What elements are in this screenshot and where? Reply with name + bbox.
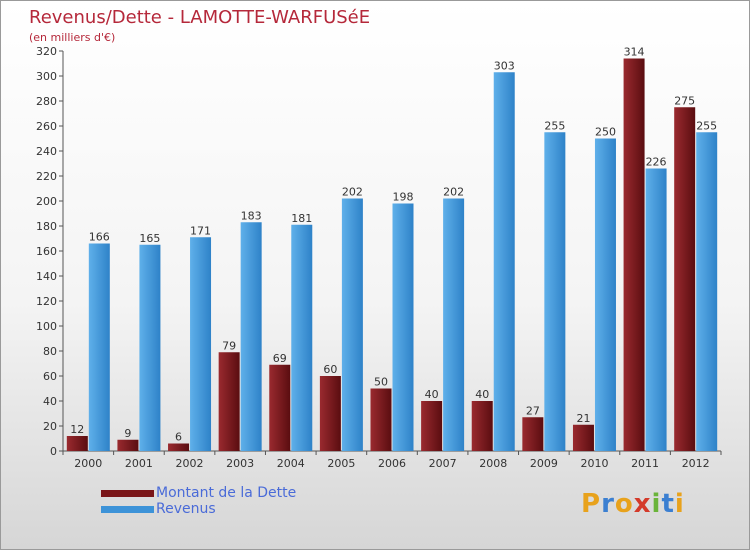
revenus-bar [493, 72, 515, 451]
revenus-bar [594, 138, 616, 451]
dette-value-label: 79 [222, 339, 236, 352]
x-tick-label: 2012 [682, 457, 710, 470]
y-tick-label: 120 [36, 295, 57, 308]
dette-value-label: 21 [576, 412, 590, 425]
revenus-value-label: 166 [89, 231, 110, 244]
legend-swatch-revenus [101, 506, 154, 513]
revenus-bar [139, 244, 161, 451]
dette-bar [319, 376, 341, 451]
dette-bar [471, 401, 493, 451]
revenus-value-label: 226 [646, 156, 667, 169]
x-tick-label: 2001 [125, 457, 153, 470]
dette-value-label: 40 [425, 388, 439, 401]
x-tick-label: 2010 [580, 457, 608, 470]
logo-letter: i [651, 489, 662, 519]
dette-value-label: 60 [323, 363, 337, 376]
y-tick-label: 320 [36, 45, 57, 58]
y-tick-label: 60 [43, 370, 57, 383]
x-tick-label: 2000 [74, 457, 102, 470]
dette-value-label: 314 [624, 46, 645, 59]
revenus-bar [544, 132, 566, 451]
legend-label-revenus: Revenus [156, 501, 216, 517]
revenus-value-label: 250 [595, 126, 616, 139]
x-tick-label: 2011 [631, 457, 659, 470]
chart-subtitle: (en milliers d'€) [29, 31, 116, 44]
logo-letter: t [661, 489, 675, 519]
dette-bar [218, 352, 240, 451]
revenus-value-label: 202 [443, 186, 464, 199]
revenus-bar [240, 222, 262, 451]
x-tick-label: 2007 [429, 457, 457, 470]
dette-value-label: 275 [674, 94, 695, 107]
revenus-value-label: 255 [696, 119, 717, 132]
dette-value-label: 27 [526, 404, 540, 417]
revenus-value-label: 255 [544, 119, 565, 132]
dette-bar [522, 417, 544, 451]
revenus-bar [190, 237, 212, 451]
dette-bar [421, 401, 443, 451]
revenus-bar [291, 224, 313, 451]
dette-bar [117, 439, 139, 451]
x-tick-label: 2003 [226, 457, 254, 470]
dette-value-label: 12 [70, 423, 84, 436]
dette-value-label: 9 [124, 427, 131, 440]
revenus-bar [341, 198, 363, 451]
y-tick-label: 20 [43, 420, 57, 433]
x-tick-label: 2006 [378, 457, 406, 470]
y-tick-label: 140 [36, 270, 57, 283]
dette-bar [66, 436, 88, 451]
dette-value-label: 40 [475, 388, 489, 401]
dette-bar [370, 388, 392, 451]
y-tick-label: 160 [36, 245, 57, 258]
logo-letter: r [601, 489, 615, 519]
y-tick-label: 180 [36, 220, 57, 233]
dette-bar [168, 443, 190, 451]
y-tick-label: 0 [50, 445, 57, 458]
logo-letter: i [674, 489, 685, 519]
dette-bar [269, 364, 291, 451]
revenus-value-label: 183 [241, 209, 262, 222]
y-tick-label: 200 [36, 195, 57, 208]
logo-letter: o [614, 489, 634, 519]
dette-value-label: 50 [374, 376, 388, 389]
proxiti-logo: Proxiti [581, 489, 685, 519]
logo-letter: P [581, 489, 602, 519]
y-tick-label: 220 [36, 170, 57, 183]
x-tick-label: 2002 [176, 457, 204, 470]
dette-value-label: 69 [273, 352, 287, 365]
chart-title: Revenus/Dette - LAMOTTE-WARFUSéE [29, 7, 371, 28]
dette-bar [572, 424, 594, 451]
revenus-value-label: 303 [494, 59, 515, 72]
x-tick-label: 2009 [530, 457, 558, 470]
y-tick-label: 40 [43, 395, 57, 408]
x-tick-label: 2008 [479, 457, 507, 470]
revenus-bar [696, 132, 718, 451]
dette-value-label: 6 [175, 431, 182, 444]
revenus-bar [88, 243, 110, 451]
y-tick-label: 80 [43, 345, 57, 358]
revenus-bar [392, 203, 414, 451]
revenus-bar [443, 198, 465, 451]
legend-label-dette: Montant de la Dette [156, 485, 297, 501]
dette-bar [623, 58, 645, 451]
revenus-value-label: 181 [291, 212, 312, 225]
y-tick-label: 260 [36, 120, 57, 133]
y-tick-label: 100 [36, 320, 57, 333]
revenus-value-label: 165 [139, 232, 160, 245]
logo-letter: x [633, 489, 652, 519]
revenus-bar [645, 168, 667, 451]
y-tick-label: 240 [36, 145, 57, 158]
y-tick-label: 280 [36, 95, 57, 108]
revenus-value-label: 171 [190, 224, 211, 237]
dette-bar [674, 107, 696, 451]
revenus-value-label: 202 [342, 186, 363, 199]
legend-swatch-dette [101, 490, 154, 497]
y-tick-label: 300 [36, 70, 57, 83]
x-tick-label: 2005 [327, 457, 355, 470]
x-tick-label: 2004 [277, 457, 305, 470]
revenus-value-label: 198 [393, 191, 414, 204]
